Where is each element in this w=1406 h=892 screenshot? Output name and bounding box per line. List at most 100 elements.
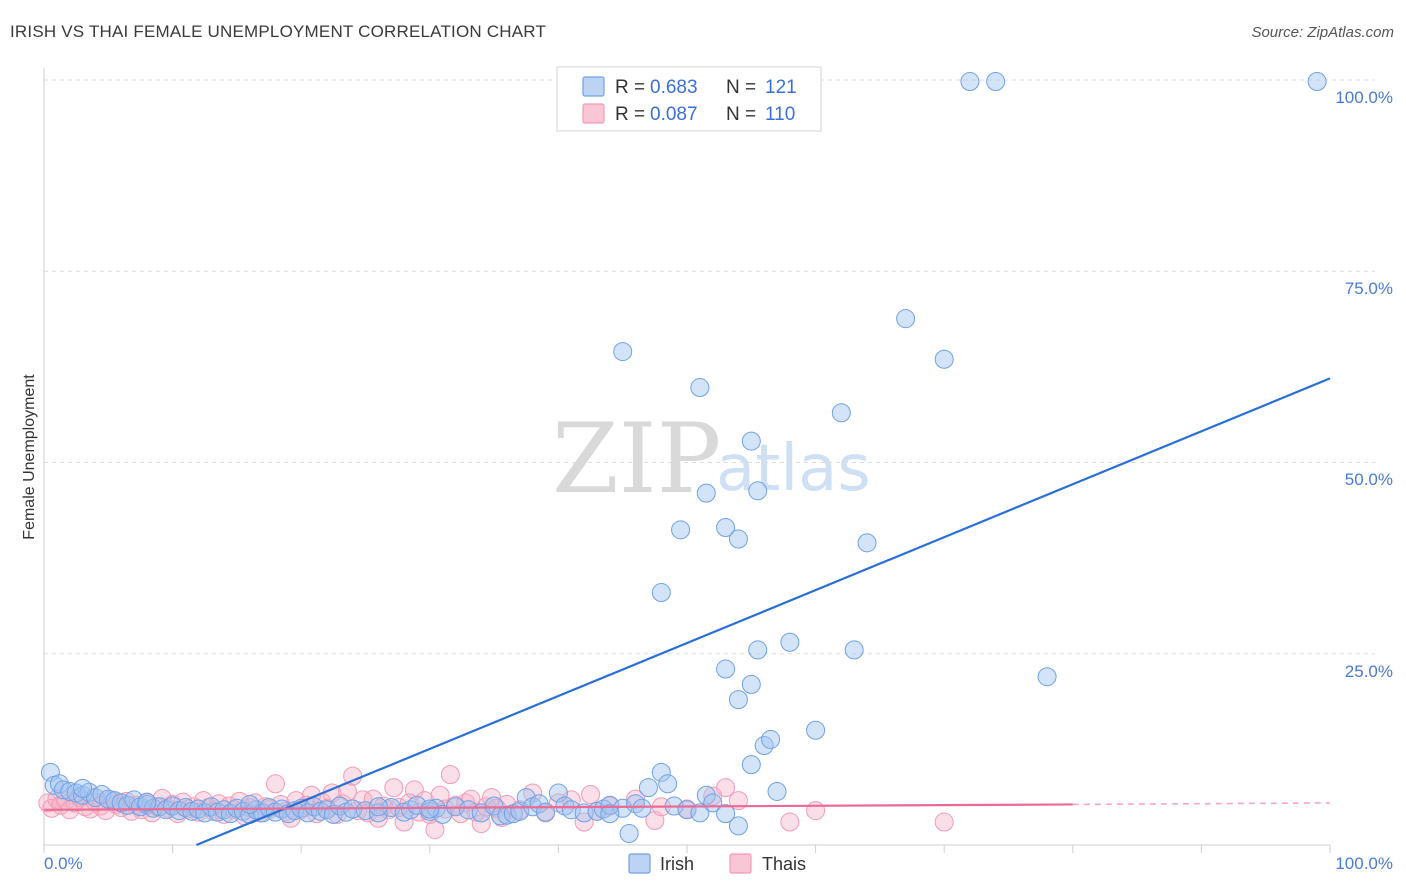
legend-r-label-thais: R =	[615, 104, 645, 125]
irish-point	[748, 481, 768, 501]
irish-point	[748, 640, 768, 660]
irish-point	[651, 762, 671, 782]
irish-point	[484, 796, 504, 816]
irish-point	[53, 780, 73, 800]
irish-point	[619, 824, 639, 844]
legend-n-value-irish: 121	[765, 77, 797, 98]
irish-point	[497, 805, 517, 825]
legend-n-value-thais: 110	[765, 104, 795, 125]
y-axis-label: Female Unemployment	[21, 374, 38, 540]
irish-point	[458, 800, 478, 820]
trend-lines	[43, 377, 1331, 847]
bottom-legend-label-irish: Irish	[660, 854, 694, 874]
chart-title: IRISH VS THAI FEMALE UNEMPLOYMENT CORREL…	[10, 22, 547, 41]
y-tick-label-100: 100.0%	[1335, 88, 1393, 107]
thais-point	[806, 801, 826, 821]
irish-point	[658, 774, 678, 794]
legend-swatch-irish	[582, 76, 605, 97]
y-tick-label-75: 75.0%	[1345, 279, 1393, 298]
irish-point	[638, 778, 658, 798]
irish-point	[73, 778, 93, 798]
thais-trend-extension	[1072, 802, 1331, 806]
irish-point	[600, 795, 620, 815]
irish-point	[831, 403, 851, 423]
irish-point	[690, 378, 710, 398]
grid-lines	[44, 79, 1375, 655]
irish-point	[806, 720, 826, 740]
irish-point	[767, 781, 787, 801]
thais-point	[581, 785, 601, 805]
irish-point	[741, 674, 761, 694]
irish-point	[98, 789, 118, 809]
thais-point	[384, 778, 404, 798]
irish-point	[857, 533, 877, 553]
irish-point	[741, 755, 761, 775]
legend-r-label-irish: R =	[615, 77, 645, 98]
x-tick-label-100: 100.0%	[1335, 854, 1393, 873]
thais-point	[425, 820, 445, 840]
irish-point	[677, 800, 697, 820]
bottom-legend-swatch-irish	[628, 853, 651, 874]
irish-point	[561, 800, 581, 820]
irish-point	[716, 804, 736, 824]
legend-r-value-thais: 0.087	[650, 104, 698, 125]
thais-point	[626, 789, 646, 809]
irish-point	[1307, 72, 1327, 92]
thais-point	[404, 780, 424, 800]
legend-box: R = 0.683 N = 121 R = 0.087 N = 110	[556, 66, 822, 132]
irish-point	[728, 529, 748, 549]
irish-point	[60, 781, 80, 801]
bottom-legend-label-thais: Thais	[762, 854, 806, 874]
irish-point	[761, 729, 781, 749]
watermark-atlas: atlas	[716, 432, 871, 506]
irish-point	[201, 797, 221, 817]
irish-point	[696, 483, 716, 503]
irish-point	[420, 799, 440, 819]
irish-point	[600, 804, 620, 824]
thais-point	[780, 812, 800, 832]
irish-point	[49, 774, 69, 794]
irish-point	[651, 583, 671, 603]
irish-point	[137, 792, 157, 812]
bottom-legend: Irish Thais	[628, 853, 806, 874]
bottom-legend-swatch-thais	[729, 853, 752, 874]
thais-point	[265, 774, 285, 794]
irish-point	[960, 72, 980, 92]
irish-point	[716, 518, 736, 538]
x-tick-label-0: 0.0%	[44, 854, 83, 873]
irish-point	[632, 798, 652, 818]
legend-n-label-thais: N =	[726, 104, 756, 125]
y-tick-label-25: 25.0%	[1345, 662, 1393, 681]
y-tick-label-50: 50.0%	[1345, 470, 1393, 489]
irish-point	[1037, 667, 1057, 687]
thais-point	[440, 765, 460, 785]
irish-point	[536, 802, 556, 822]
irish-point	[780, 632, 800, 652]
irish-point	[310, 801, 330, 821]
irish-point	[728, 690, 748, 710]
irish-point	[716, 659, 736, 679]
legend-n-label-irish: N =	[726, 77, 756, 98]
legend-r-value-irish: 0.683	[650, 77, 698, 98]
irish-point	[240, 794, 260, 814]
thais-point	[394, 812, 414, 832]
irish-point	[934, 349, 954, 369]
watermark-zip: ZIP	[552, 403, 721, 515]
axes	[43, 68, 1331, 853]
thais-trend-line	[43, 803, 1073, 811]
legend-swatch-thais	[582, 103, 605, 124]
irish-point	[690, 803, 710, 823]
irish-point	[741, 431, 761, 451]
irish-point	[613, 798, 633, 818]
irish-point	[728, 816, 748, 836]
thais-point	[934, 812, 954, 832]
irish-point	[613, 342, 633, 362]
chart-source: Source: ZipAtlas.com	[1251, 24, 1394, 41]
irish-point	[368, 797, 388, 817]
thais-point	[716, 778, 736, 798]
irish-point	[986, 72, 1006, 92]
irish-point	[844, 640, 864, 660]
irish-trend-line	[195, 377, 1331, 847]
irish-point	[696, 785, 716, 805]
